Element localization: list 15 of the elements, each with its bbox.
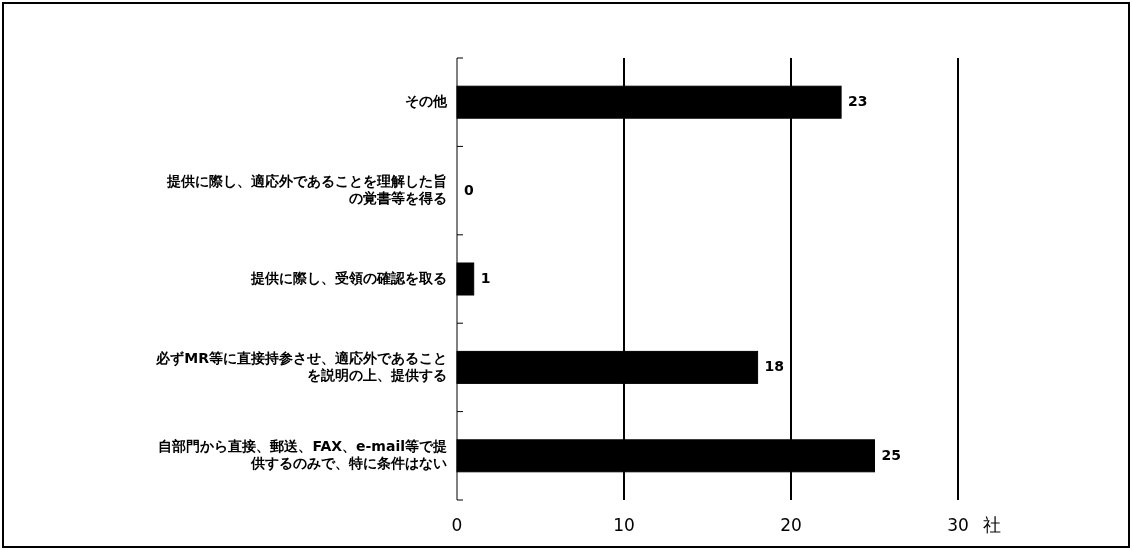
x-tick-label: 0 (451, 515, 463, 535)
data-label: 0 (464, 181, 474, 198)
y-tick-label: 自部門から直接、郵送、FAX、e-mail等で提供するのみで、特に条件はない (158, 438, 447, 472)
y-tick-label: 提供に際し、受領の確認を取る (250, 270, 447, 286)
data-label: 1 (480, 270, 491, 286)
y-tick-label: 必ずMR等に直接持参させ、適応外であることを説明の上、提供する (155, 350, 447, 383)
x-tick-label: 10 (613, 515, 635, 535)
x-tick-label: 30 (947, 515, 969, 535)
x-axis-title: 社 (983, 514, 1001, 535)
data-label: 23 (848, 93, 868, 110)
y-tick-label: 提供に際し、適応外であることを理解した旨の覚書等を得る (166, 173, 447, 206)
data-label: 18 (764, 358, 785, 375)
y-tick-label: その他 (405, 93, 448, 110)
x-tick-label: 20 (780, 515, 802, 535)
data-label: 25 (881, 446, 901, 463)
